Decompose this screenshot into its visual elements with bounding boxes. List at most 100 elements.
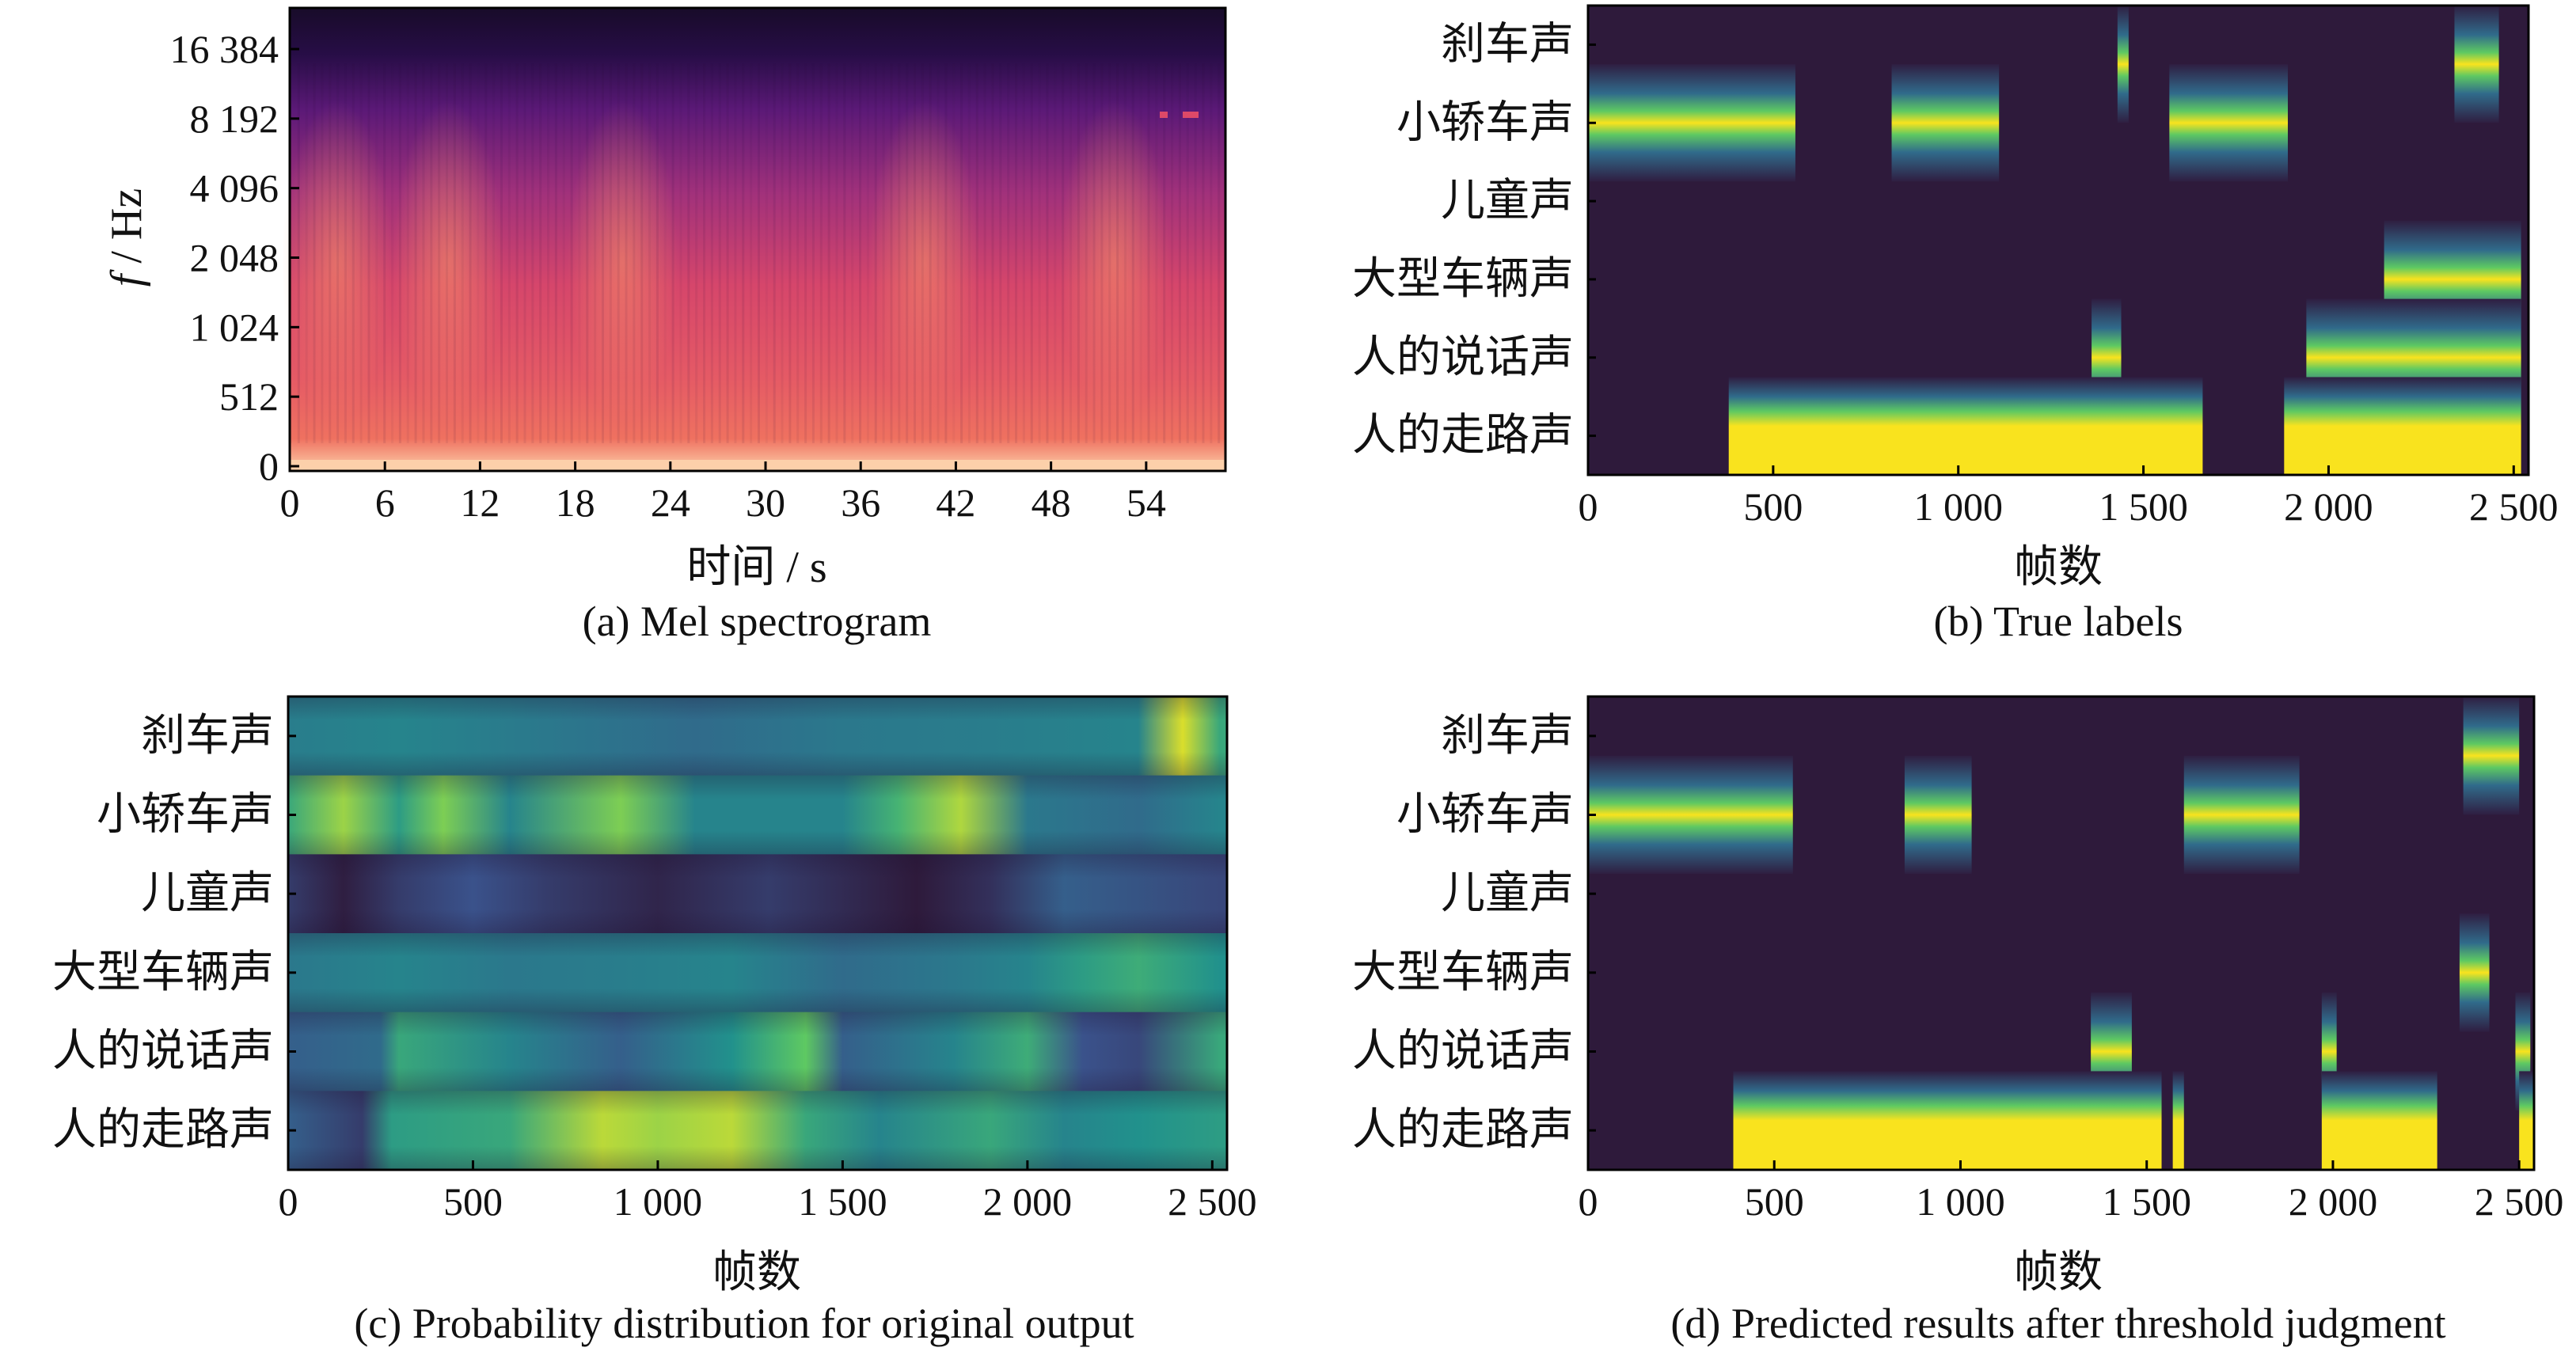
mel-texture-101 xyxy=(1077,63,1080,443)
mel-texture-95 xyxy=(1030,63,1033,443)
panel-d-segment-8 xyxy=(1733,1071,2162,1170)
panel-d-segment-0 xyxy=(2463,697,2520,815)
mel-texture-103 xyxy=(1092,63,1096,443)
panel-d-segment-1 xyxy=(1588,755,1793,875)
mel-texture-104 xyxy=(1100,63,1104,443)
panel-d-xtick-label-4: 2 000 xyxy=(2289,1179,2378,1224)
panel-c-row-shade-0 xyxy=(288,697,1227,776)
mel-texture-109 xyxy=(1139,63,1142,443)
mel-low-band xyxy=(290,460,1225,471)
mel-texture-85 xyxy=(952,63,956,443)
true-labels-heatmap xyxy=(1588,6,2529,475)
panel-a-ytick-label-0: 0 xyxy=(259,444,279,488)
mel-texture-51 xyxy=(687,63,690,443)
panel-a-xtick-label-0: 0 xyxy=(280,480,300,525)
panel-d-xtick-label-2: 1 000 xyxy=(1916,1179,2005,1224)
mel-texture-39 xyxy=(594,63,597,443)
mel-texture-48 xyxy=(663,63,667,443)
mel-texture-13 xyxy=(391,63,394,443)
mel-texture-6 xyxy=(336,63,340,443)
panel-b-xtick-label-0: 0 xyxy=(1579,484,1598,529)
panel-c-ytick-label-5: 人的走路声 xyxy=(52,1106,274,1155)
mel-texture-29 xyxy=(515,63,519,443)
mel-texture-83 xyxy=(937,63,940,443)
panel-predicted-results: 0 500 1 000 1 500 2 000 2 500 刹车声小轿车声儿童声大型车辆声… xyxy=(1352,695,2564,1347)
mel-texture-40 xyxy=(602,63,604,443)
mel-texture-111 xyxy=(1155,63,1158,443)
panel-d-segment-10 xyxy=(2321,1071,2437,1170)
mel-texture-63 xyxy=(781,63,784,443)
panel-d-xtick-label-5: 2 500 xyxy=(2475,1179,2564,1224)
panel-d-ytick-label-5: 人的走路声 xyxy=(1352,1106,1574,1155)
mel-texture-65 xyxy=(796,63,800,443)
panel-b-xtick-label-1: 500 xyxy=(1743,484,1803,529)
panel-d-caption: (d) Predicted results after threshold ju… xyxy=(1670,1300,2445,1347)
mel-texture-17 xyxy=(422,63,425,443)
panel-c-row-shade-2 xyxy=(288,854,1227,933)
mel-spectrogram-image xyxy=(282,8,1225,471)
panel-d-ytick-label-2: 儿童声 xyxy=(1441,869,1574,918)
panel-c-caption: (c) Probability distribution for origina… xyxy=(354,1300,1134,1347)
mel-texture-12 xyxy=(383,63,386,443)
mel-texture-22 xyxy=(461,63,464,443)
panel-c-x-ticks: 0 500 1 000 1 500 2 000 2 500 xyxy=(279,1160,1257,1224)
mel-texture-74 xyxy=(866,63,869,443)
mel-texture-52 xyxy=(695,63,698,443)
panel-a-ytick-label-6: 16 384 xyxy=(170,27,279,71)
panel-a-xtick-label-1: 6 xyxy=(375,480,395,525)
mel-texture-4 xyxy=(321,63,324,443)
mel-texture-76 xyxy=(882,63,885,443)
mel-texture-30 xyxy=(523,63,526,443)
mel-texture-26 xyxy=(492,63,496,443)
panel-a-ytick-label-1: 512 xyxy=(219,374,279,419)
panel-c-xtick-label-2: 1 000 xyxy=(614,1179,703,1224)
panel-c-row-shade-3 xyxy=(288,933,1227,1012)
mel-texture-20 xyxy=(446,63,448,443)
panel-d-xlabel: 帧数 xyxy=(2014,1248,2103,1297)
mel-texture-91 xyxy=(999,63,1002,443)
mel-texture-41 xyxy=(609,63,612,443)
mel-texture-73 xyxy=(859,63,862,443)
mel-texture-15 xyxy=(406,63,409,443)
mel-texture-67 xyxy=(811,63,815,443)
mel-texture-11 xyxy=(375,63,378,443)
panel-c-row-shade-1 xyxy=(288,775,1227,855)
mel-texture-90 xyxy=(991,63,994,443)
mel-texture-9 xyxy=(359,63,363,443)
mel-texture-94 xyxy=(1022,63,1025,443)
mel-texture-31 xyxy=(531,63,534,443)
panel-c-ytick-label-4: 人的说话声 xyxy=(52,1027,274,1076)
panel-a-ylabel-rest: / Hz xyxy=(102,188,151,275)
panel-a-ytick-label-3: 2 048 xyxy=(190,236,279,280)
panel-b-ytick-label-1: 小轿车声 xyxy=(1396,98,1574,147)
panel-a-ylabel: f / Hz xyxy=(102,188,151,287)
mel-texture-87 xyxy=(967,63,971,443)
panel-b-segment-2 xyxy=(1588,64,1795,182)
panel-d-ytick-label-1: 小轿车声 xyxy=(1396,791,1574,840)
panel-c-ytick-label-2: 儿童声 xyxy=(141,869,274,918)
panel-d-xtick-label-0: 0 xyxy=(1579,1179,1598,1224)
mel-texture-70 xyxy=(835,63,838,443)
mel-texture-82 xyxy=(929,63,932,443)
mel-texture-43 xyxy=(625,63,628,443)
panel-d-ytick-label-3: 大型车辆声 xyxy=(1352,948,1574,997)
panel-a-caption: (a) Mel spectrogram xyxy=(583,598,932,645)
panel-b-caption: (b) True labels xyxy=(1934,598,2183,645)
mel-texture-108 xyxy=(1131,63,1134,443)
mel-texture-100 xyxy=(1070,63,1072,443)
mel-texture-102 xyxy=(1085,63,1088,443)
panel-d-xtick-label-1: 500 xyxy=(1745,1179,1804,1224)
mel-texture-66 xyxy=(804,63,807,443)
mel-texture-106 xyxy=(1116,63,1119,443)
mel-texture-78 xyxy=(898,63,901,443)
panel-a-y-ticks: 0 512 1 024 2 048 4 096 8 192 16 384 xyxy=(170,27,299,488)
panel-a-ytick-label-2: 1 024 xyxy=(190,305,279,349)
mel-texture-81 xyxy=(921,63,924,443)
mel-texture-3 xyxy=(313,63,316,443)
panel-b-segment-4 xyxy=(2169,64,2288,182)
mel-texture-80 xyxy=(914,63,916,443)
panel-d-segment-2 xyxy=(1904,755,1972,875)
panel-a-ytick-label-4: 4 096 xyxy=(190,166,279,211)
